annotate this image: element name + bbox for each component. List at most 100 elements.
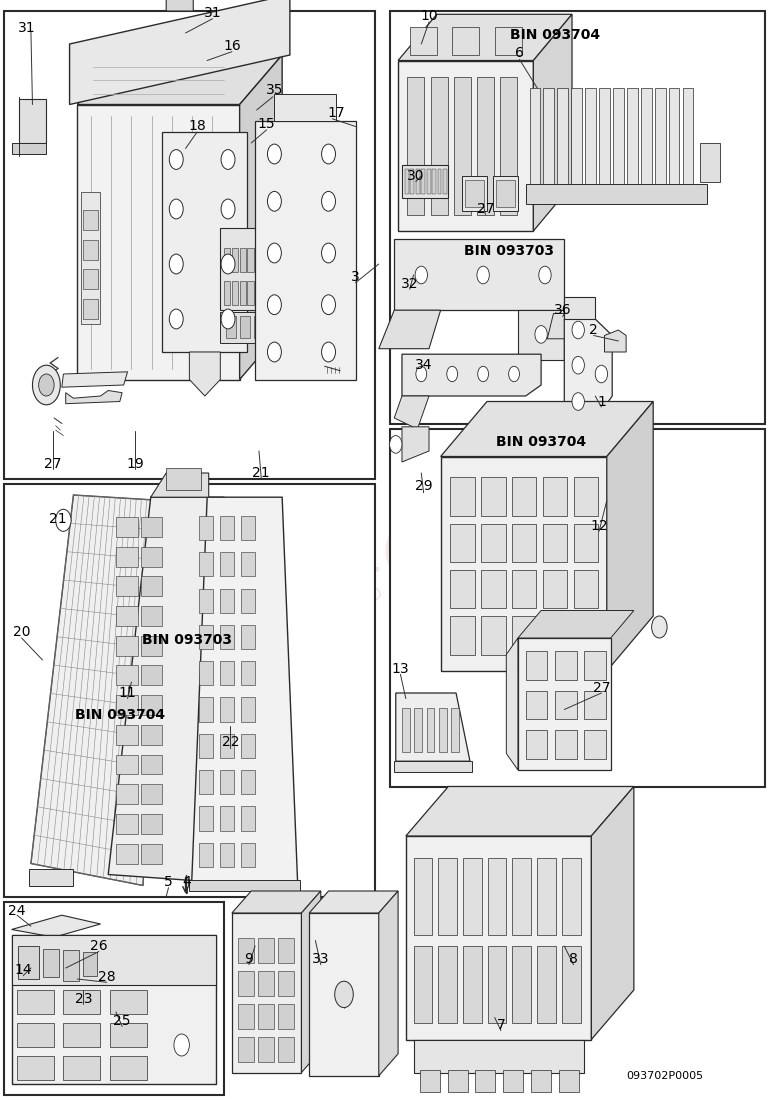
Bar (141, 517, 162, 537)
Polygon shape (402, 427, 429, 462)
Bar (655, 88, 666, 187)
Bar (116, 695, 138, 715)
Text: 5: 5 (164, 876, 173, 889)
Bar (512, 477, 536, 516)
Bar (641, 88, 652, 187)
Bar (141, 844, 162, 864)
Bar (83, 299, 98, 319)
Bar (141, 755, 162, 774)
Circle shape (267, 191, 281, 211)
Circle shape (221, 254, 235, 274)
Bar (278, 1037, 294, 1062)
Bar (562, 858, 581, 935)
Bar (247, 280, 254, 305)
Bar (555, 691, 577, 719)
Text: 1: 1 (597, 395, 606, 408)
Bar (241, 625, 255, 649)
Polygon shape (518, 610, 634, 638)
Polygon shape (406, 786, 634, 836)
Text: 24: 24 (9, 904, 26, 917)
Bar (18, 946, 39, 979)
Polygon shape (29, 869, 73, 886)
Polygon shape (12, 143, 46, 154)
Polygon shape (62, 372, 128, 387)
Text: 8: 8 (569, 953, 578, 966)
Bar (543, 616, 567, 654)
Bar (241, 697, 255, 722)
Bar (463, 858, 482, 935)
Polygon shape (77, 104, 240, 379)
Circle shape (416, 366, 427, 382)
Polygon shape (564, 297, 595, 319)
Bar (463, 946, 482, 1023)
Bar (240, 280, 246, 305)
Text: 10: 10 (421, 10, 438, 23)
Bar (503, 1070, 523, 1092)
Circle shape (322, 144, 335, 164)
Circle shape (572, 356, 584, 374)
Bar (263, 280, 269, 305)
Circle shape (267, 243, 281, 263)
Bar (537, 858, 556, 935)
Bar (116, 576, 138, 596)
Bar (226, 316, 236, 338)
Bar (477, 77, 494, 214)
Bar (110, 1056, 147, 1080)
Bar (450, 524, 475, 562)
Bar (438, 858, 457, 935)
Polygon shape (151, 473, 209, 497)
Text: BIN 093703: BIN 093703 (464, 244, 553, 257)
Bar (493, 176, 518, 211)
Polygon shape (379, 891, 398, 1076)
Bar (232, 280, 238, 305)
Bar (43, 949, 59, 977)
Circle shape (509, 366, 519, 382)
Text: 9: 9 (244, 953, 254, 966)
Text: 20: 20 (13, 626, 30, 639)
Polygon shape (70, 0, 290, 104)
Text: 18: 18 (189, 120, 206, 133)
Bar (450, 570, 475, 608)
Text: 35: 35 (266, 84, 283, 97)
Bar (555, 651, 577, 680)
Bar (116, 755, 138, 774)
Bar (410, 28, 437, 55)
Bar (427, 169, 431, 194)
Text: 14: 14 (15, 964, 32, 977)
Bar (562, 946, 581, 1023)
Bar (81, 192, 100, 324)
Text: 30: 30 (407, 169, 424, 183)
Bar (571, 88, 582, 187)
Bar (574, 570, 598, 608)
Polygon shape (394, 239, 564, 310)
Bar (232, 248, 238, 272)
Bar (407, 77, 424, 214)
Bar (481, 570, 506, 608)
Bar (402, 165, 448, 198)
Polygon shape (301, 891, 321, 1072)
Bar (278, 971, 294, 996)
Polygon shape (12, 915, 100, 937)
Bar (240, 248, 246, 272)
Text: p  a  r  t  s: p a r t s (368, 584, 482, 604)
Bar (278, 1004, 294, 1028)
Bar (512, 858, 531, 935)
Bar (199, 588, 213, 613)
Bar (241, 806, 255, 830)
Bar (439, 708, 447, 752)
Bar (420, 1070, 440, 1092)
Bar (220, 697, 234, 722)
Text: 2: 2 (589, 323, 598, 337)
Text: BIN 093704: BIN 093704 (510, 29, 600, 42)
Bar (199, 770, 213, 794)
Bar (63, 1056, 100, 1080)
Bar (220, 734, 234, 758)
Polygon shape (604, 330, 626, 352)
Bar (116, 606, 138, 626)
Bar (584, 651, 606, 680)
Bar (448, 1070, 468, 1092)
Bar (220, 806, 234, 830)
Bar (488, 858, 506, 935)
Bar (141, 784, 162, 804)
Text: 22: 22 (222, 736, 239, 749)
